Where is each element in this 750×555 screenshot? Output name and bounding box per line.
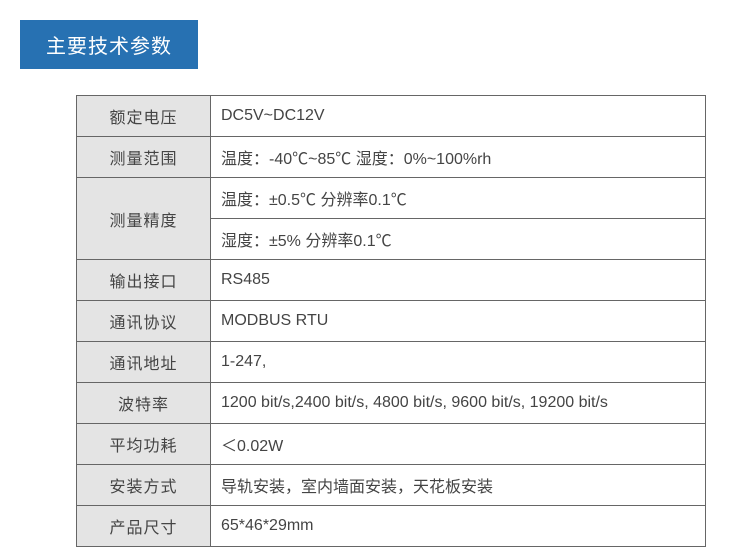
table-row: 测量精度 温度：±0.5℃ 分辨率0.1℃ xyxy=(77,178,706,219)
table-row: 平均功耗 ＜0.02W xyxy=(77,424,706,465)
table-row: 输出接口 RS485 xyxy=(77,260,706,301)
section-title-banner: 主要技术参数 xyxy=(20,20,198,69)
spec-value-output: RS485 xyxy=(211,260,706,301)
spec-label-range: 测量范围 xyxy=(77,137,211,178)
spec-label-mounting: 安装方式 xyxy=(77,465,211,506)
spec-label-dimensions: 产品尺寸 xyxy=(77,506,211,547)
spec-value-address: 1-247, xyxy=(211,342,706,383)
spec-value-accuracy-temp: 温度：±0.5℃ 分辨率0.1℃ xyxy=(211,178,706,219)
spec-value-protocol: MODBUS RTU xyxy=(211,301,706,342)
table-row: 产品尺寸 65*46*29mm xyxy=(77,506,706,547)
table-row: 测量范围 温度：-40℃~85℃ 湿度：0%~100%rh xyxy=(77,137,706,178)
spec-value-baudrate: 1200 bit/s,2400 bit/s, 4800 bit/s, 9600 … xyxy=(211,383,706,424)
spec-value-voltage: DC5V~DC12V xyxy=(211,96,706,137)
spec-value-range: 温度：-40℃~85℃ 湿度：0%~100%rh xyxy=(211,137,706,178)
spec-label-power: 平均功耗 xyxy=(77,424,211,465)
table-row: 通讯协议 MODBUS RTU xyxy=(77,301,706,342)
table-row: 额定电压 DC5V~DC12V xyxy=(77,96,706,137)
spec-value-power: ＜0.02W xyxy=(211,424,706,465)
spec-label-baudrate: 波特率 xyxy=(77,383,211,424)
spec-label-address: 通讯地址 xyxy=(77,342,211,383)
section-title-text: 主要技术参数 xyxy=(46,36,172,58)
spec-value-dimensions: 65*46*29mm xyxy=(211,506,706,547)
spec-label-protocol: 通讯协议 xyxy=(77,301,211,342)
spec-value-mounting: 导轨安装，室内墙面安装，天花板安装 xyxy=(211,465,706,506)
specifications-table: 额定电压 DC5V~DC12V 测量范围 温度：-40℃~85℃ 湿度：0%~1… xyxy=(76,95,706,547)
spec-label-output: 输出接口 xyxy=(77,260,211,301)
spec-label-accuracy: 测量精度 xyxy=(77,178,211,260)
spec-value-accuracy-humidity: 湿度：±5% 分辨率0.1℃ xyxy=(211,219,706,260)
table-row: 波特率 1200 bit/s,2400 bit/s, 4800 bit/s, 9… xyxy=(77,383,706,424)
table-row: 安装方式 导轨安装，室内墙面安装，天花板安装 xyxy=(77,465,706,506)
table-row: 通讯地址 1-247, xyxy=(77,342,706,383)
spec-label-voltage: 额定电压 xyxy=(77,96,211,137)
